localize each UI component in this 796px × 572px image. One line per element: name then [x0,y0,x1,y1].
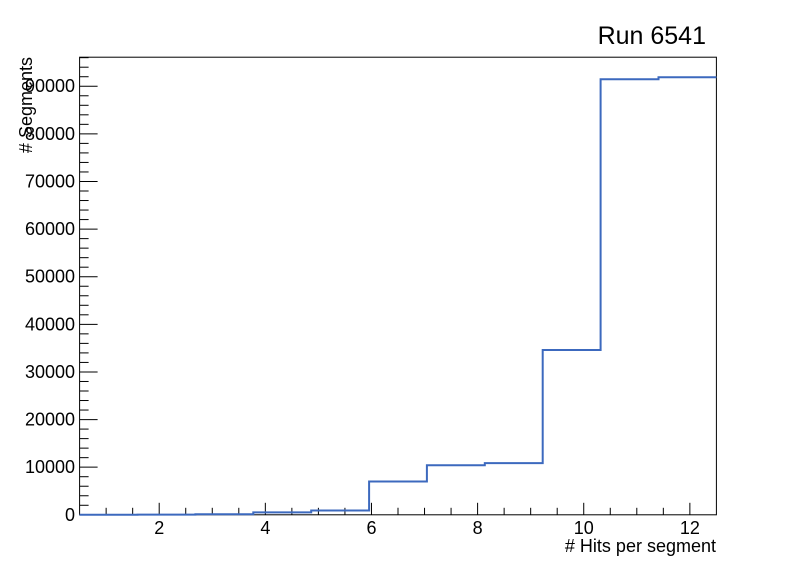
x-tick-label: 8 [473,518,483,538]
y-axis-label: # Segments [16,57,36,153]
y-tick-label: 70000 [25,171,75,191]
y-tick-label: 80000 [25,124,75,144]
plot-frame [79,56,717,516]
y-tick-label: 60000 [25,219,75,239]
y-tick-label: 30000 [25,362,75,382]
x-tick-label: 6 [366,518,376,538]
y-tick-label: 0 [65,505,75,525]
x-tick-labels: 2 4 6 8 10 12 [154,518,700,538]
y-tick-label: 20000 [25,410,75,430]
x-axis [105,502,691,515]
x-tick-label: 12 [680,518,700,538]
x-tick-label: 10 [574,518,594,538]
x-tick-label: 4 [260,518,270,538]
chart-title: Run 6541 [598,22,706,50]
y-axis [79,57,98,516]
y-tick-label: 50000 [25,267,75,287]
y-tick-label: 40000 [25,314,75,334]
y-tick-label: 90000 [25,76,75,96]
series-line [79,76,717,516]
y-tick-label: 10000 [25,457,75,477]
x-tick-label: 2 [154,518,164,538]
x-axis-label: # Hits per segment [565,536,716,556]
y-tick-labels: 0 10000 20000 30000 40000 50000 60000 70000 8000… [25,76,75,525]
